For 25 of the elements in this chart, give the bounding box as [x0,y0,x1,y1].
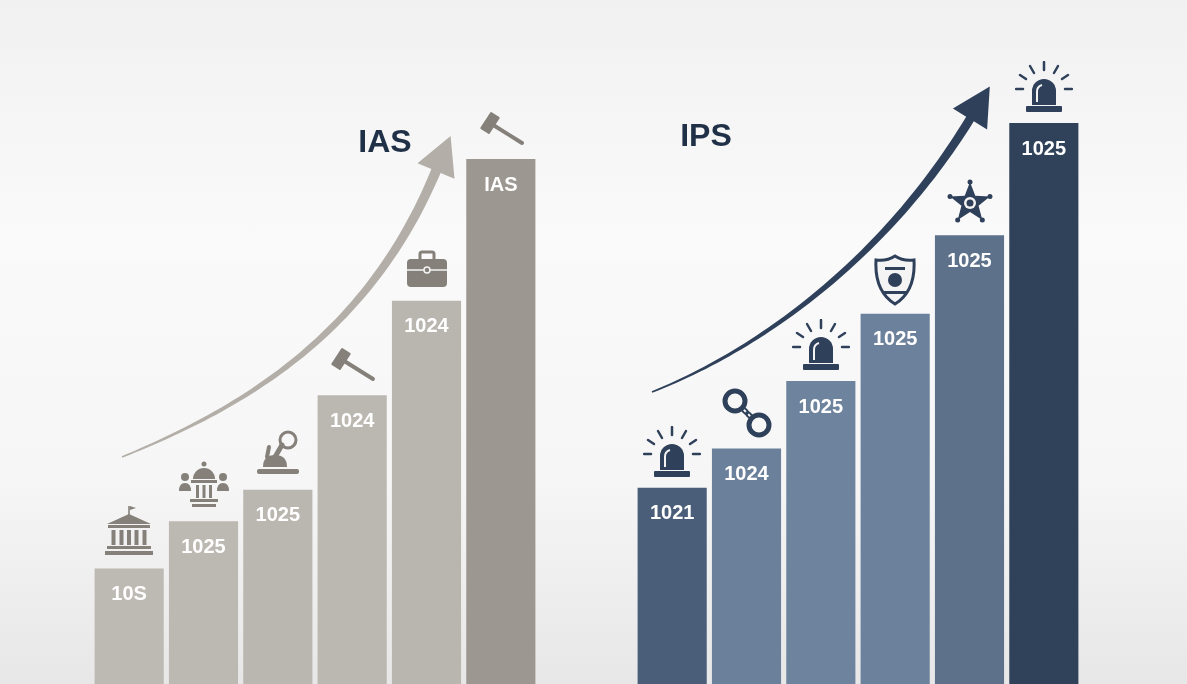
bar [466,159,536,684]
chart-title: IPS [680,116,732,153]
x-tick-label: 1025 [947,248,992,271]
bar [860,313,930,684]
bar [317,395,387,684]
x-tick-label: 1025 [255,503,301,526]
x-tick-label: 1021 [649,501,695,524]
bar [637,487,707,684]
x-tick-label: 1024 [329,408,376,431]
bar [243,489,313,684]
x-tick-label: 1025 [872,327,918,350]
bar [786,381,856,684]
x-tick-label: 1025 [798,394,844,417]
x-tick-label: 1024 [724,461,770,484]
bar [934,235,1005,684]
bar [94,568,164,684]
chart-title: IAS [358,122,412,159]
x-tick-label: 10S [111,582,147,605]
x-tick-label: 1025 [1021,136,1067,159]
x-tick-label: 1024 [404,314,450,337]
bar [1009,123,1079,684]
bar [391,300,462,684]
bar [168,521,239,684]
bar [711,448,782,684]
x-tick-label: 1025 [181,534,226,557]
